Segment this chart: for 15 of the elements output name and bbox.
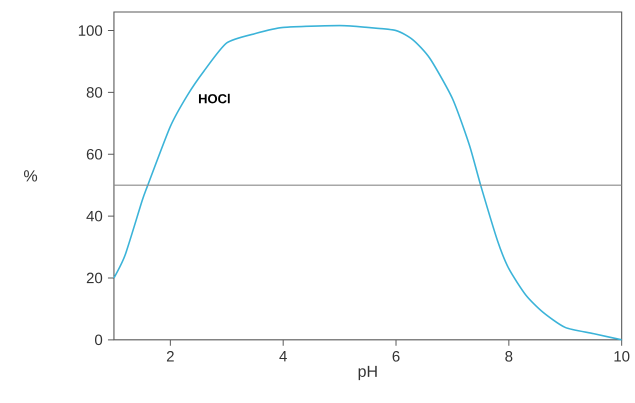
line-series (113, 24, 622, 341)
x-tick-label: 4 (279, 351, 287, 362)
x-axis-title: pH (358, 366, 377, 380)
x-tick-label: 8 (505, 351, 512, 362)
x-tick-label: 2 (166, 351, 174, 362)
series-label: HOCl (198, 94, 230, 104)
x-tick-label: 10 (614, 351, 630, 362)
y-tick-label: 100 (78, 25, 102, 36)
x-tick-label: 6 (392, 351, 400, 362)
y-tick-label: 20 (86, 272, 102, 284)
y-axis-title: % (24, 170, 38, 182)
y-tick-label: 80 (86, 87, 102, 98)
y-tick-label: 40 (86, 210, 102, 222)
y-tick-label: 0 (94, 334, 102, 346)
y-tick-label: 60 (86, 149, 102, 160)
